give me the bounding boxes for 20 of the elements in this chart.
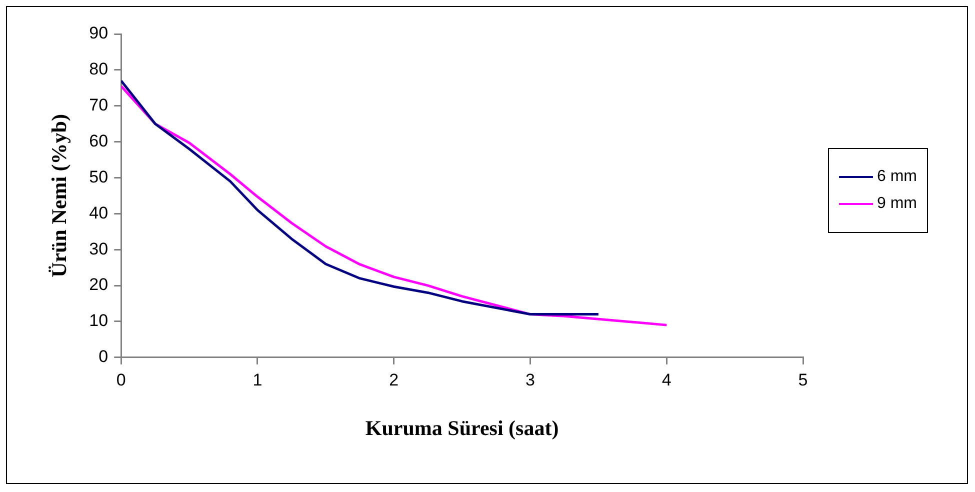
legend-label: 6 mm [877,168,917,186]
y-tick-label: 60 [89,131,108,150]
x-tick-label: 0 [116,370,126,390]
y-tick-label: 0 [98,347,108,366]
y-tick-label: 90 [89,24,108,43]
x-tick-label: 3 [526,370,535,390]
y-tick-label: 80 [89,60,108,79]
y-tick-label: 30 [89,239,108,258]
y-tick-label: 70 [89,96,108,115]
x-axis-title: Kuruma Süresi (saat) [365,416,559,440]
y-tick-label: 20 [89,275,108,294]
y-tick-label: 10 [89,311,108,330]
legend-label: 9 mm [877,195,917,213]
x-tick-label: 5 [798,370,808,390]
x-tick-label: 4 [662,370,672,390]
y-tick-label: 40 [89,203,108,222]
y-tick-label: 50 [89,167,108,186]
x-tick-label: 1 [252,370,262,390]
x-tick-label: 2 [389,370,399,390]
y-axis-title: Ürün Nemi (%yb) [47,114,72,278]
